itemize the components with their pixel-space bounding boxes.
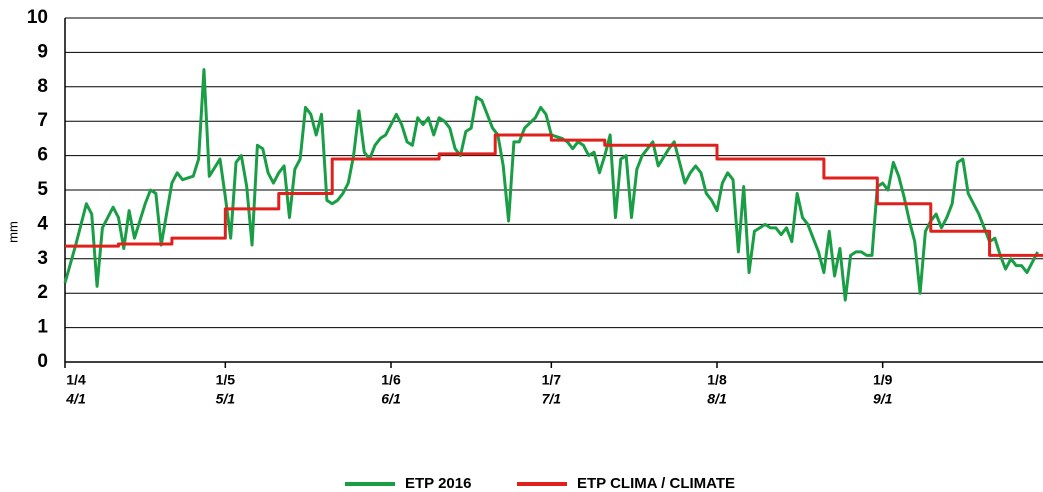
y-tick-label: 10 bbox=[27, 7, 48, 28]
x-tick-label: 6/1 bbox=[381, 391, 401, 407]
y-tick-label: 1 bbox=[37, 317, 48, 338]
y-tick-label: 6 bbox=[37, 145, 48, 166]
y-tick-label: 3 bbox=[37, 248, 48, 269]
y-tick-label: 8 bbox=[37, 76, 48, 97]
x-tick-label: 1/7 bbox=[542, 372, 562, 388]
legend-label: ETP 2016 bbox=[405, 475, 471, 492]
y-axis-label: mm bbox=[5, 221, 20, 243]
x-tick-label: 9/1 bbox=[873, 391, 893, 407]
y-tick-label: 0 bbox=[37, 351, 48, 372]
x-tick-label: 1/8 bbox=[707, 372, 727, 388]
y-tick-label: 4 bbox=[37, 213, 48, 234]
line bbox=[63, 68, 1039, 302]
x-tick-label: 5/1 bbox=[216, 391, 236, 407]
x-tick-label: 8/1 bbox=[707, 391, 727, 407]
x-tick-label: 1/4 bbox=[66, 372, 86, 388]
x-tick-label: 1/9 bbox=[873, 372, 893, 388]
line bbox=[65, 133, 1043, 257]
y-tick-label: 2 bbox=[37, 282, 48, 303]
x-tick-label: 4/1 bbox=[65, 391, 86, 407]
y-tick-label: 5 bbox=[37, 179, 48, 200]
legend-label: ETP CLIMA / CLIMATE bbox=[577, 475, 735, 492]
x-tick-label: 1/5 bbox=[216, 372, 236, 388]
x-tick-label: 7/1 bbox=[542, 391, 562, 407]
y-tick-label: 9 bbox=[37, 41, 48, 62]
x-tick-label: 1/6 bbox=[381, 372, 401, 388]
y-tick-label: 7 bbox=[37, 110, 48, 131]
